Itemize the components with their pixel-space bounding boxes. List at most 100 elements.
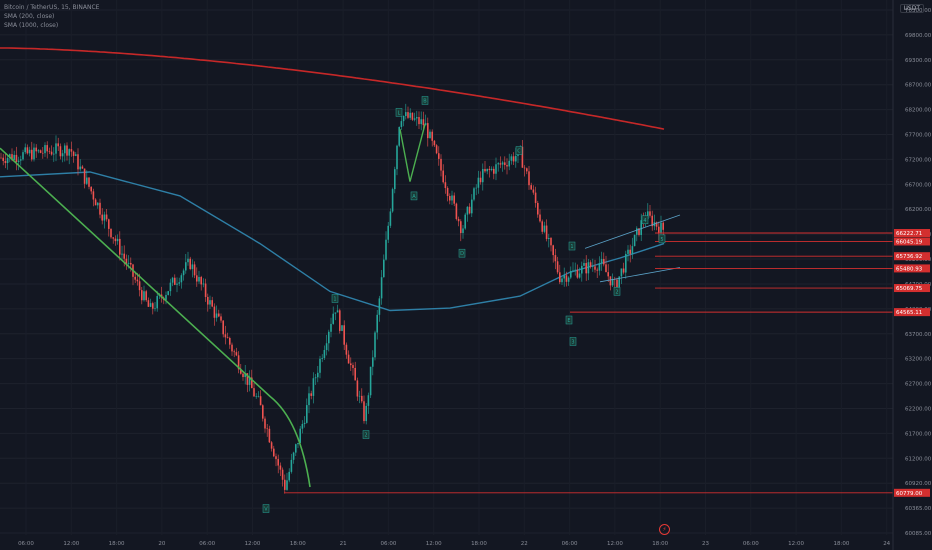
candle-body [554, 255, 557, 262]
candle-body [75, 154, 77, 156]
candle-body [295, 444, 297, 453]
price-tick-label: 61700.00 [905, 431, 932, 437]
wave-label: 1 [331, 294, 339, 303]
candle-body [473, 188, 475, 200]
candle-body [354, 367, 356, 381]
candle-body [61, 153, 64, 157]
time-tick-label: 20 [158, 541, 165, 547]
wave-label: B [421, 96, 429, 105]
currency-badge[interactable]: USDT [899, 4, 924, 13]
time-tick-label: 12:00 [245, 541, 261, 547]
abc-zigzag-line[interactable] [399, 124, 426, 182]
candle-body [660, 222, 662, 234]
wave-label-bg [395, 108, 403, 117]
candle-body [141, 290, 143, 301]
candle-body [174, 277, 176, 285]
candle-body [376, 314, 378, 333]
candle-body [475, 187, 477, 189]
time-tick-label: 12:00 [607, 541, 623, 547]
price-tick-label: 69300.00 [905, 58, 932, 64]
price-level-tag[interactable]: 65480.93 [894, 264, 930, 273]
candle-body [147, 300, 150, 307]
candle-body [409, 112, 411, 118]
candle-body [460, 221, 462, 234]
price-level-tag[interactable]: 65069.75 [894, 284, 930, 293]
candle-body [101, 214, 103, 221]
wave-label-bg [569, 337, 577, 346]
candle-body [325, 343, 328, 350]
candle-body [400, 121, 403, 128]
downtrend-line[interactable] [0, 147, 311, 488]
candle-body [215, 313, 218, 318]
candle-body [405, 112, 407, 116]
candle-body [541, 221, 543, 232]
price-level-tag[interactable]: 65736.92 [894, 252, 930, 261]
candle-body [110, 228, 112, 238]
candle-body [537, 202, 539, 215]
price-level-tag[interactable]: 66045.19 [894, 237, 930, 246]
candle-body [257, 396, 260, 397]
candle-body [464, 214, 466, 229]
price-tick-label: 70300.00 [905, 8, 932, 14]
candle-body [284, 479, 286, 490]
candle-body [94, 199, 97, 206]
candle-body [655, 222, 658, 227]
candle-body [200, 276, 202, 285]
candle-body [222, 320, 224, 335]
candle-body [592, 266, 594, 267]
price-tick-label: 60085.00 [905, 531, 932, 537]
candle-body [603, 259, 605, 265]
candle-body [319, 358, 321, 373]
candle-body [306, 405, 308, 423]
price-axis[interactable]: 70300.00 69800.00 69300.00 68700.00 68200.00… [892, 0, 932, 550]
time-tick-label: 12:00 [63, 541, 79, 547]
candle-body [358, 395, 361, 397]
wave-label-text: V [264, 507, 268, 513]
candle-body [457, 218, 460, 222]
candle-body [389, 211, 392, 226]
candle-body [484, 168, 486, 172]
candle-body [277, 459, 279, 466]
candle-body [136, 279, 139, 282]
wave-label: 1 [568, 241, 576, 251]
candle-body [46, 145, 48, 152]
candle-body [59, 146, 62, 157]
time-tick-label: 18:00 [471, 541, 487, 547]
wave-label-text: 1 [333, 297, 336, 303]
candle-body [273, 448, 275, 457]
candle-body [339, 310, 341, 331]
drawings[interactable] [0, 124, 893, 494]
candle-body [112, 237, 114, 239]
price-level-tag[interactable]: 64565.11 [894, 308, 930, 317]
candle-body [363, 401, 365, 422]
candle-body [68, 149, 70, 156]
candle-body [24, 147, 26, 153]
candle-body [253, 388, 255, 397]
channel-upper-line[interactable] [584, 214, 681, 249]
time-tick-label: 12:00 [426, 541, 442, 547]
price-level-tag[interactable]: 66222.71 [894, 229, 930, 238]
candle-body [490, 168, 493, 171]
sma-1000-legend[interactable]: SMA (1000, close) [4, 22, 59, 29]
wave-label-bg [331, 294, 339, 303]
candle-body [83, 168, 86, 184]
candle-body [589, 262, 592, 267]
wave-label-bg [565, 315, 573, 325]
candle-body [134, 276, 136, 280]
symbol-title[interactable]: Bitcoin / TetherUS, 15, BINANCE [4, 4, 100, 11]
price-level-tag[interactable]: 60779.00 [894, 488, 930, 497]
wave-label-text: 3 [571, 339, 574, 345]
time-axis[interactable]: 06:00 12:00 18:00 20 06:00 12:00 18:00 21 06:00 1… [18, 541, 891, 547]
tradingview-logo-icon[interactable]: ⚡ [659, 524, 670, 535]
time-tick-label: 18:00 [290, 541, 306, 547]
candle-body [297, 442, 299, 445]
price-level-tag-bg [894, 488, 930, 497]
wave-label-bg [641, 215, 649, 225]
candle-body [495, 164, 497, 174]
candle-body [178, 282, 180, 284]
candle-body [561, 278, 563, 283]
channel-lower-line[interactable] [599, 267, 681, 283]
candle-body [308, 393, 310, 406]
sma-200-legend[interactable]: SMA (200, close) [4, 13, 55, 20]
